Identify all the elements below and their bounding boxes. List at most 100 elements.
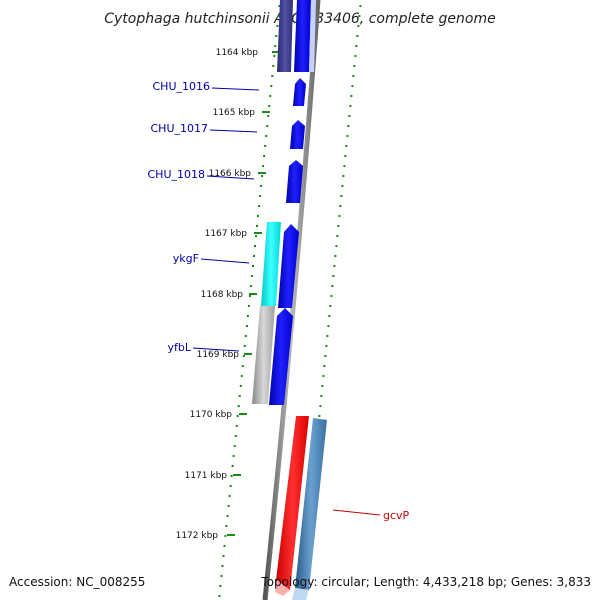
tick-dot-left-6 (272, 65, 275, 67)
tick-dot-right-17 (342, 175, 345, 177)
tick-dot-left-13 (265, 135, 268, 137)
gene-feature-yfbl[interactable] (252, 306, 275, 404)
gene-labels: CHU_1016 CHU_1017 CHU_1018 ykgF yfbL gcv… (148, 80, 410, 522)
tick-dot-right-6 (353, 65, 356, 67)
tick-dot-right-16 (343, 165, 346, 167)
gene-feature-red[interactable] (276, 416, 309, 592)
tick-label-1164: 1164 kbp (216, 48, 259, 58)
tick-dot-left-27 (250, 275, 253, 277)
tick-dot-right-35 (324, 355, 327, 357)
tick-label-1165: 1165 kbp (213, 108, 256, 118)
tick-dot-left-55 (222, 555, 225, 557)
tick-dot-right-8 (351, 85, 354, 87)
tick-dot-left-58 (219, 585, 222, 587)
tick-dot-ring-left (218, 5, 281, 597)
tick-dot-left-54 (223, 545, 226, 547)
tick-dot-left-35 (242, 355, 245, 357)
tick-dot-right-4 (355, 45, 358, 47)
gene-feature-blue-mid-1[interactable] (278, 224, 299, 308)
tick-dot-right-38 (321, 385, 324, 387)
tick-dot-left-3 (275, 35, 278, 37)
gene-label-chu-1018[interactable]: CHU_1018 (148, 168, 206, 181)
gene-feature-blue-top[interactable] (294, 0, 311, 72)
tick-dot-left-26 (252, 265, 254, 267)
tick-dot-left-8 (270, 85, 273, 87)
gene-label-chu-1016[interactable]: CHU_1016 (153, 80, 211, 93)
tick-dot-left-19 (259, 195, 262, 197)
tick-dot-left-12 (266, 125, 269, 127)
tick-label-1168: 1168 kbp (201, 290, 244, 300)
tick-label-1171: 1171 kbp (185, 471, 228, 481)
tick-dot-right-15 (344, 155, 347, 157)
gene-feature-chu-1016[interactable] (293, 78, 306, 106)
tick-dot-left-36 (241, 365, 244, 367)
gene-feature-gcvp-pale (292, 588, 309, 600)
tick-dot-right-5 (354, 55, 357, 57)
scale-ticks: 1164 kbp 1165 kbp 1166 kbp 1167 kbp 1168… (176, 48, 280, 541)
gene-label-chu-1017[interactable]: CHU_1017 (151, 122, 209, 135)
gene-feature-ykgf[interactable] (261, 222, 281, 306)
tick-dot-right-31 (328, 315, 331, 317)
tick-dot-left-59 (218, 595, 221, 597)
tick-dot-left-25 (253, 255, 255, 257)
gene-features (252, 0, 327, 600)
tick-dot-left-43 (234, 435, 237, 437)
gene-feature-gcvp[interactable] (295, 418, 327, 590)
tick-dot-left-52 (225, 525, 228, 527)
tick-dot-right-24 (335, 245, 338, 247)
tick-dot-right-25 (334, 255, 337, 257)
tick-dot-right-18 (341, 185, 344, 187)
tick-dot-left-17 (261, 175, 264, 177)
leader-line-chu-1016 (211, 87, 260, 91)
tick-dot-right-12 (347, 125, 350, 127)
gene-feature-chu-1017[interactable] (290, 120, 305, 149)
tick-dot-right-19 (340, 195, 343, 197)
tick-dot-left-44 (233, 445, 236, 447)
tick-dot-right-29 (330, 295, 333, 297)
tick-dot-left-5 (273, 55, 276, 57)
leader-line-chu-1017 (209, 129, 258, 133)
tick-dot-right-7 (352, 75, 355, 77)
tick-dot-left-39 (238, 395, 241, 397)
tick-dot-left-11 (267, 115, 270, 117)
tick-dot-left-0 (278, 5, 281, 7)
tick-label-1167: 1167 kbp (205, 229, 248, 239)
tick-dot-right-13 (346, 135, 349, 137)
tick-dot-left-22 (256, 225, 258, 227)
tick-dot-right-0 (359, 5, 362, 7)
gene-label-gcvp[interactable]: gcvP (383, 509, 410, 522)
tick-dot-left-7 (271, 75, 274, 77)
tick-dot-right-21 (338, 215, 341, 217)
gene-feature-dark-top[interactable] (277, 0, 293, 72)
tick-dot-right-32 (327, 325, 330, 327)
tick-dot-left-53 (224, 535, 227, 537)
tick-dot-left-41 (236, 415, 239, 417)
tick-dot-left-24 (254, 245, 256, 247)
tick-dot-left-33 (244, 335, 247, 337)
tick-dot-left-57 (220, 575, 223, 577)
tick-dot-right-40 (319, 405, 322, 407)
gene-feature-blue-mid-2[interactable] (269, 308, 293, 405)
tick-dot-left-15 (263, 155, 266, 157)
topology-summary: Topology: circular; Length: 4,433,218 bp… (260, 575, 591, 589)
tick-dot-left-28 (249, 285, 252, 287)
tick-dot-right-27 (332, 275, 335, 277)
tick-dot-right-22 (337, 225, 340, 227)
tick-dot-right-30 (329, 305, 332, 307)
tick-dot-left-34 (243, 345, 246, 347)
tick-dot-left-45 (232, 455, 235, 457)
genome-backbone (262, 0, 321, 600)
gene-feature-chu-1018[interactable] (286, 160, 303, 203)
tick-dot-right-26 (333, 265, 336, 267)
tick-dot-right-3 (356, 35, 359, 37)
gene-label-yfbl[interactable]: yfbL (168, 341, 192, 354)
tick-dot-right-23 (336, 235, 339, 237)
tick-dot-right-9 (350, 95, 353, 97)
gene-label-ykgf[interactable]: ykgF (173, 252, 199, 265)
tick-dot-left-20 (258, 205, 261, 207)
tick-label-1166: 1166 kbp (209, 169, 252, 179)
tick-dot-right-37 (322, 375, 325, 377)
tick-dot-left-40 (237, 405, 240, 407)
tick-dot-left-18 (260, 185, 263, 187)
